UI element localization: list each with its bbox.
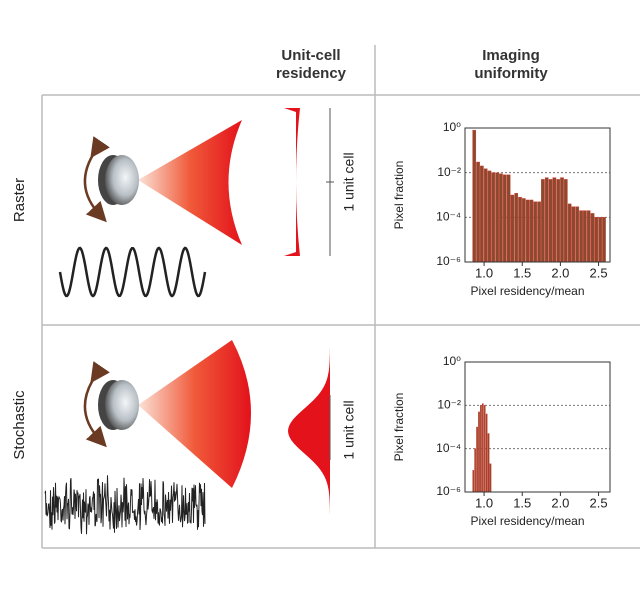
bar: [483, 168, 488, 263]
bar: [474, 448, 477, 493]
y-axis-label: Pixel fraction: [392, 393, 406, 462]
mirror: [105, 380, 139, 430]
bar: [518, 196, 522, 263]
y-tick-label: 10⁰: [443, 354, 461, 368]
x-tick-label: 1.0: [475, 495, 493, 510]
y-tick-label: 10⁰: [443, 120, 461, 134]
rotation-arrow: [83, 136, 110, 223]
x-tick-label: 1.5: [513, 495, 531, 510]
unit-cell-label: 1 unit cell: [341, 152, 357, 211]
bar: [544, 177, 549, 263]
y-tick-label: 10⁻⁶: [436, 484, 461, 498]
bar: [481, 403, 484, 493]
rotation-arrow: [83, 361, 110, 448]
y-tick-label: 10⁻⁴: [436, 441, 461, 455]
bar: [552, 177, 557, 263]
y-tick-label: 10⁻⁴: [436, 210, 461, 224]
x-tick-label: 1.0: [475, 265, 493, 280]
x-axis-label: Pixel residency/mean: [470, 284, 584, 298]
beam: [138, 340, 251, 488]
mirror: [105, 155, 139, 205]
bar: [472, 129, 477, 263]
x-axis-label: Pixel residency/mean: [470, 514, 584, 528]
row-label: Stochastic: [11, 390, 28, 460]
bar: [510, 194, 515, 263]
bar: [564, 179, 568, 263]
bar: [489, 463, 492, 493]
y-axis-label: Pixel fraction: [392, 161, 406, 230]
bar: [476, 161, 480, 263]
bar: [560, 177, 564, 263]
bar: [590, 213, 595, 263]
plot-frame: [464, 127, 611, 263]
beam: [138, 120, 242, 245]
bar: [529, 199, 534, 263]
column-header: Unit-cell residency: [275, 47, 347, 82]
bar: [602, 217, 606, 263]
raster-signal: [58, 246, 207, 298]
bar: [487, 170, 492, 263]
x-tick-label: 2.5: [590, 495, 608, 510]
bar: [476, 426, 478, 493]
bar: [548, 179, 553, 263]
bar: [499, 173, 503, 263]
plot-frame: [464, 361, 611, 493]
bar: [485, 413, 488, 493]
bar: [533, 201, 538, 263]
bar: [579, 210, 583, 263]
x-tick-label: 2.0: [551, 495, 569, 510]
column-header: Imaging uniformity: [474, 47, 548, 82]
row-label: Raster: [11, 178, 28, 222]
y-tick-label: 10⁻²: [437, 165, 461, 179]
y-tick-label: 10⁻⁶: [436, 254, 461, 268]
bar: [583, 210, 587, 263]
bar: [586, 210, 591, 263]
x-tick-label: 1.5: [513, 265, 531, 280]
bar: [483, 405, 486, 493]
bar: [541, 179, 545, 263]
bar: [525, 199, 530, 263]
bar: [506, 174, 511, 263]
bar: [522, 198, 526, 263]
bar: [594, 217, 599, 263]
panel-frame: [41, 45, 640, 549]
bar: [480, 405, 482, 493]
bar: [472, 470, 475, 493]
bar: [478, 411, 480, 493]
bar: [556, 179, 560, 263]
residency-profile: [284, 108, 300, 256]
bar: [567, 203, 572, 263]
bar: [480, 165, 484, 263]
bar: [502, 174, 507, 263]
unit-cell-label: 1 unit cell: [341, 400, 357, 459]
bar: [598, 217, 602, 263]
bar: [514, 193, 519, 263]
residency-profile: [288, 332, 330, 530]
y-tick-label: 10⁻²: [437, 398, 461, 412]
bar: [575, 206, 580, 263]
bar: [487, 433, 490, 493]
x-tick-label: 2.0: [551, 265, 569, 280]
bar: [495, 172, 499, 263]
bar: [537, 201, 541, 263]
x-tick-label: 2.5: [590, 265, 608, 280]
bar: [491, 172, 496, 263]
bar: [571, 206, 576, 263]
stochastic-signal: [44, 475, 206, 535]
